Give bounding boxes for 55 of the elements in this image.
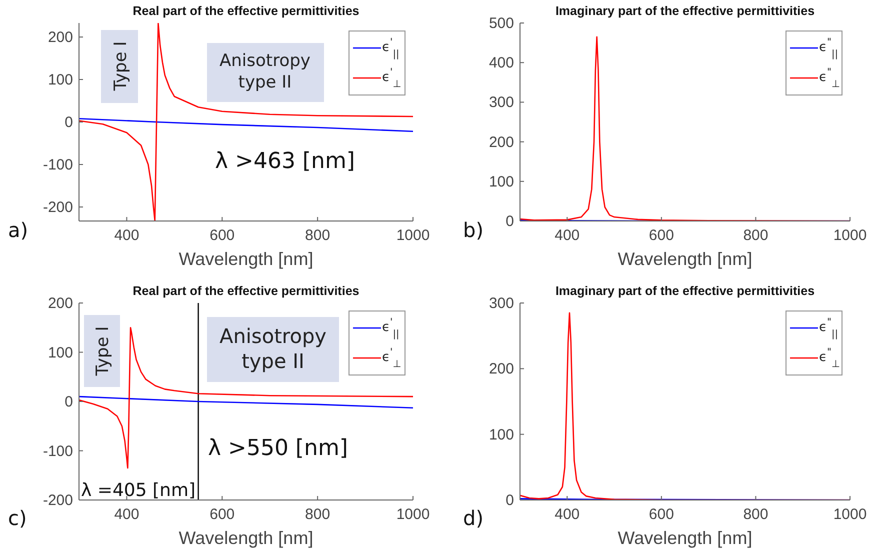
x-tick-label: 1000 bbox=[833, 227, 867, 244]
x-tick-label: 1000 bbox=[396, 227, 430, 244]
annotation: Anisotropy type II bbox=[220, 324, 327, 373]
y-tick-label: 200 bbox=[488, 360, 514, 378]
y-tick-label: 100 bbox=[488, 173, 514, 190]
x-tick-label: 600 bbox=[210, 506, 235, 523]
y-tick-label: 100 bbox=[488, 426, 514, 444]
y-tick-label: 0 bbox=[64, 114, 73, 131]
x-tick-label: 800 bbox=[305, 227, 330, 244]
x-tick-label: 600 bbox=[648, 227, 674, 244]
x-axis-title: Wavelength [nm] bbox=[618, 528, 752, 548]
y-tick-label: 0 bbox=[64, 394, 73, 410]
x-tick-label: 800 bbox=[743, 227, 768, 244]
annotation: Type I bbox=[92, 326, 113, 377]
x-axis-title: Wavelength [nm] bbox=[618, 249, 752, 269]
y-tick-label: -200 bbox=[42, 492, 73, 509]
x-tick-label: 400 bbox=[114, 506, 140, 523]
text: a) bbox=[8, 218, 28, 242]
y-tick-label: -100 bbox=[42, 442, 73, 460]
chart-title: Real part of the effective permittivities bbox=[132, 284, 360, 298]
x-tick-label: 400 bbox=[554, 506, 580, 523]
chart-title: Imaginary part of the effective permittivities bbox=[555, 4, 815, 18]
text: d) bbox=[463, 506, 484, 530]
y-tick-label: 200 bbox=[48, 29, 73, 46]
y-tick-label: 200 bbox=[488, 134, 514, 151]
y-tick-label: 300 bbox=[488, 295, 514, 312]
x-tick-label: 800 bbox=[305, 506, 330, 523]
y-tick-label: 500 bbox=[488, 15, 514, 32]
y-tick-label: 100 bbox=[48, 72, 73, 89]
x-axis-title: Wavelength [nm] bbox=[178, 249, 314, 269]
y-tick-label: 100 bbox=[48, 344, 73, 362]
y-tick-label: 0 bbox=[506, 213, 514, 230]
annotation: Anisotropy type II bbox=[220, 51, 310, 92]
annotation: λ =405 [nm] bbox=[81, 480, 196, 501]
x-tick-label: 600 bbox=[648, 506, 674, 523]
chart-title: Real part of the effective permittivities bbox=[132, 4, 360, 18]
x-tick-label: 1000 bbox=[833, 506, 867, 523]
y-tick-label: -100 bbox=[42, 156, 73, 174]
x-tick-label: 400 bbox=[114, 227, 140, 244]
x-axis-title: Wavelength [nm] bbox=[178, 528, 314, 548]
x-tick-label: 1000 bbox=[396, 506, 430, 523]
annotation: λ >463 [nm] bbox=[215, 149, 355, 174]
y-tick-label: 0 bbox=[506, 492, 514, 509]
x-tick-label: 800 bbox=[743, 506, 768, 523]
annotation: λ >550 [nm] bbox=[208, 436, 348, 461]
y-tick-label: 400 bbox=[488, 54, 514, 72]
y-tick-label: 300 bbox=[488, 94, 514, 112]
text: b) bbox=[463, 218, 484, 242]
y-tick-label: -200 bbox=[42, 198, 73, 216]
annotation: Type I bbox=[110, 41, 131, 92]
x-tick-label: 400 bbox=[554, 227, 580, 244]
chart-title: Imaginary part of the effective permittivities bbox=[555, 284, 815, 298]
text: c) bbox=[8, 506, 27, 530]
y-tick-label: 200 bbox=[48, 295, 73, 312]
x-tick-label: 600 bbox=[210, 227, 235, 244]
